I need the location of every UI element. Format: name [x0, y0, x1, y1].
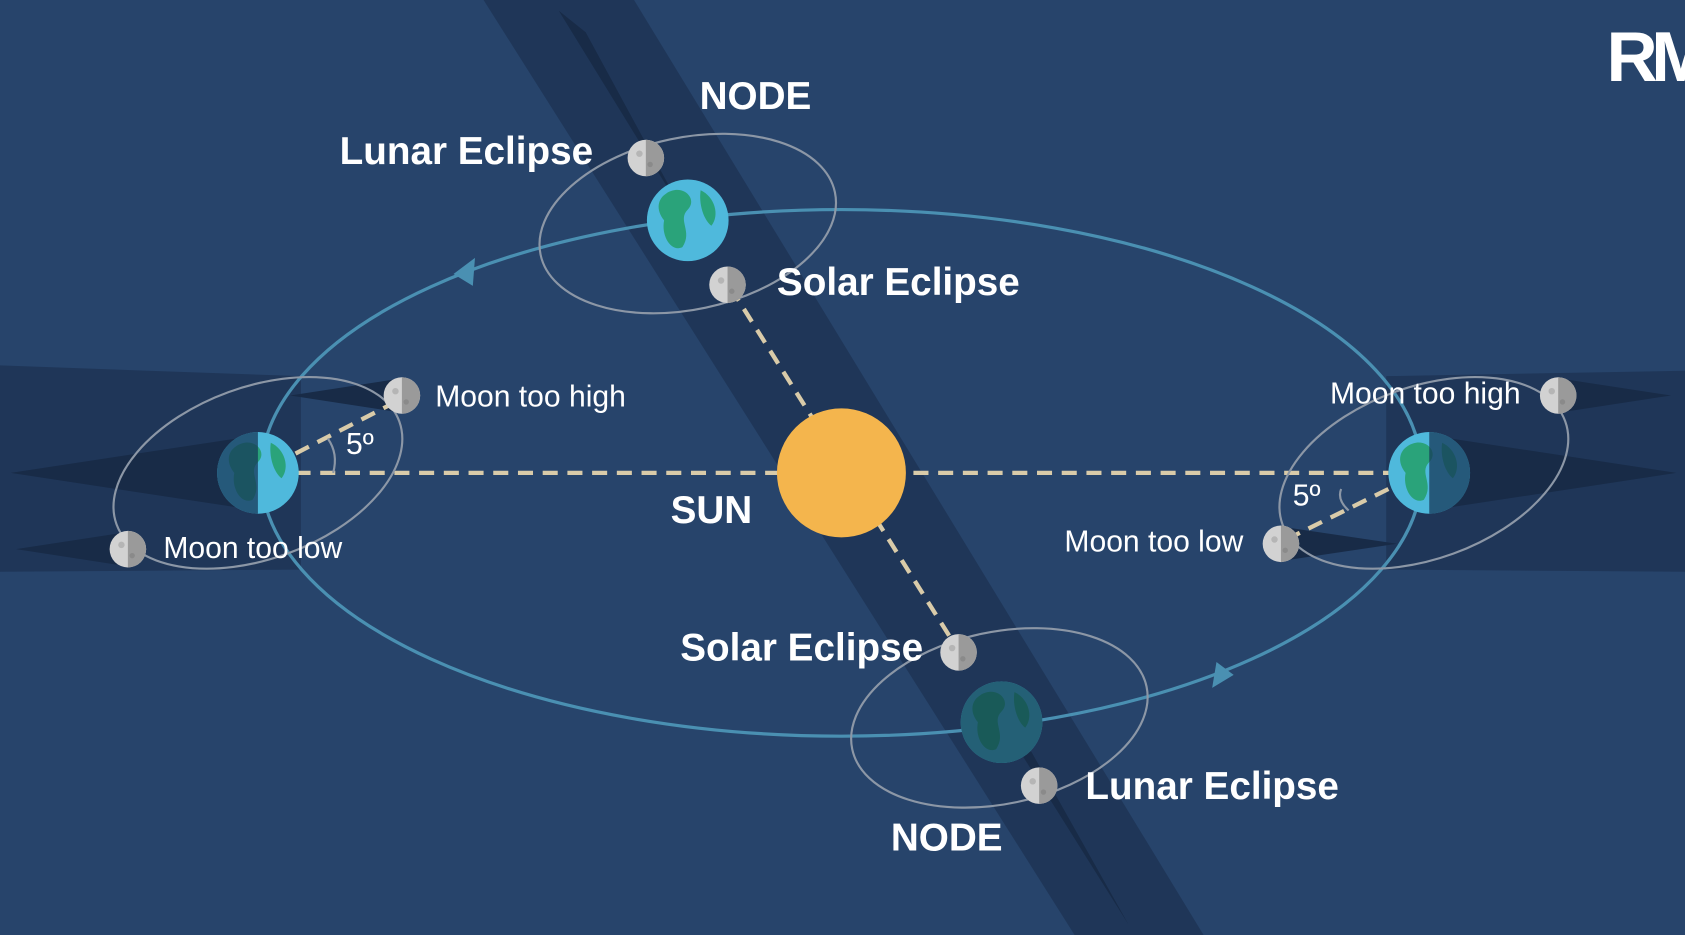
shadow-cone: [290, 378, 402, 413]
moon-orbit: [538, 132, 838, 315]
moon-line: [1283, 487, 1390, 543]
moon: [940, 634, 977, 671]
moon: [1020, 767, 1058, 804]
solar-eclipse-label: Solar Eclipse: [680, 626, 923, 669]
moon: [383, 377, 421, 414]
shadow-cone: [1280, 526, 1398, 561]
solar-eclipse-label: Solar Eclipse: [777, 261, 1020, 304]
moon-orbit: [850, 627, 1149, 809]
angle-arc: [326, 437, 336, 474]
logo: RM: [1607, 18, 1685, 97]
moon: [1539, 377, 1577, 414]
earth: [646, 179, 729, 262]
earth: [960, 681, 1043, 764]
angle-label: 5º: [1293, 480, 1321, 513]
orbit-arrow: [1212, 662, 1234, 688]
shadow-cone: [10, 435, 258, 511]
node-label: NODE: [891, 817, 1003, 860]
moon-high-label: Moon too high: [1330, 377, 1521, 410]
shadow-cone: [1429, 435, 1677, 511]
moon: [1262, 525, 1300, 563]
moon-low-label: Moon too low: [1064, 526, 1243, 559]
shadow-cone: [1558, 378, 1672, 413]
moon-orbit: [112, 376, 404, 570]
orbit-arrow: [453, 257, 475, 286]
angle-arc: [1338, 488, 1350, 512]
moon-low-label: Moon too low: [163, 532, 342, 565]
moon-orbit: [1278, 376, 1570, 570]
lunar-eclipse-label: Lunar Eclipse: [1085, 765, 1339, 808]
lunar-eclipse-label: Lunar Eclipse: [340, 130, 594, 173]
sun-label: SUN: [671, 489, 753, 532]
node-label: NODE: [700, 75, 812, 118]
angle-label: 5º: [346, 428, 374, 461]
earth: [217, 432, 299, 514]
moon: [709, 266, 746, 304]
moon-high-label: Moon too high: [435, 381, 626, 414]
moon: [627, 139, 665, 177]
moon: [109, 530, 147, 568]
sun: [776, 408, 906, 538]
node-line: [728, 286, 962, 654]
shadow-cone: [16, 531, 128, 567]
earth: [1388, 432, 1471, 514]
moon-line: [294, 397, 401, 456]
